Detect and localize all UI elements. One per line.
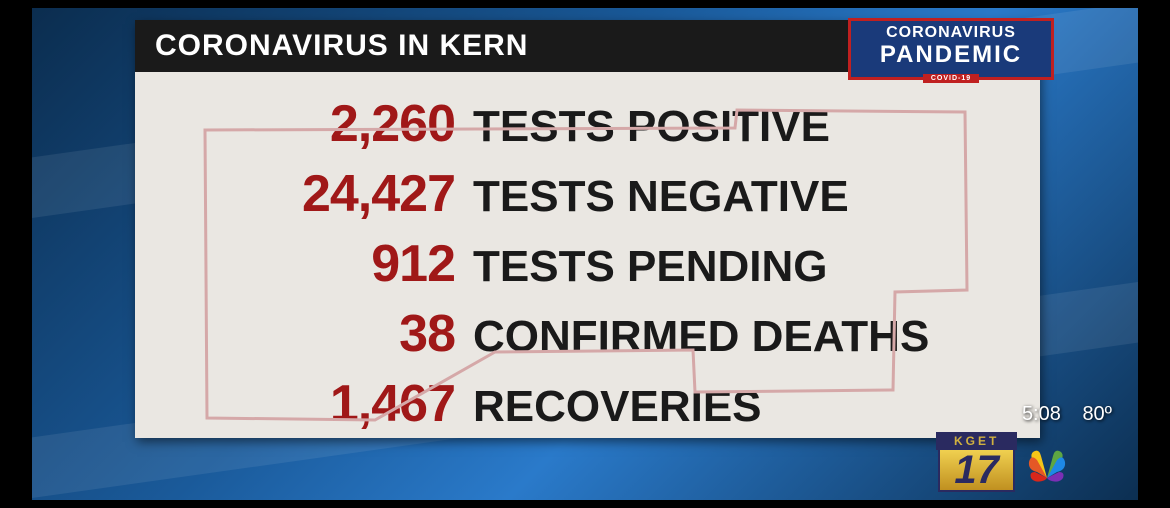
stat-label: TESTS NEGATIVE (473, 172, 849, 222)
broadcast-frame: CORONAVIRUS IN KERN CORONAVIRUS PANDEMIC… (0, 0, 1170, 508)
clock-temp: 80º (1082, 403, 1112, 425)
pillar-right (1138, 0, 1170, 508)
stat-label: TESTS PENDING (473, 242, 828, 292)
stat-label: RECOVERIES (473, 382, 762, 432)
stat-label: CONFIRMED DEATHS (473, 312, 929, 362)
station-bug: KGET 17 (936, 428, 1126, 496)
stat-label: TESTS POSITIVE (473, 102, 830, 152)
badge-line2: PANDEMIC (859, 43, 1043, 67)
letterbox-top (0, 0, 1170, 8)
stat-row-recoveries: 1,467 RECOVERIES (175, 374, 1000, 434)
stat-row-positive: 2,260 TESTS POSITIVE (175, 94, 1000, 154)
stat-value: 24,427 (175, 164, 455, 224)
stat-value: 38 (175, 304, 455, 364)
station-callsign-block: KGET 17 (936, 432, 1017, 492)
stat-row-deaths: 38 CONFIRMED DEATHS (175, 304, 1000, 364)
pandemic-badge: CORONAVIRUS PANDEMIC COVID-19 (848, 18, 1054, 80)
panel-body: 2,260 TESTS POSITIVE 24,427 TESTS NEGATI… (135, 72, 1040, 434)
station-channel: 17 (938, 450, 1015, 492)
nbc-peacock-icon (1023, 438, 1071, 486)
panel-header: CORONAVIRUS IN KERN CORONAVIRUS PANDEMIC… (135, 20, 1040, 72)
clock-time: 5:08 (1022, 403, 1061, 425)
stat-value: 912 (175, 234, 455, 294)
panel-title: CORONAVIRUS IN KERN (155, 29, 528, 63)
letterbox-bottom (0, 500, 1170, 508)
stat-row-negative: 24,427 TESTS NEGATIVE (175, 164, 1000, 224)
stat-row-pending: 912 TESTS PENDING (175, 234, 1000, 294)
stat-value: 2,260 (175, 94, 455, 154)
time-temp-display: 5:08 80º (1006, 403, 1112, 426)
coronavirus-stats-panel: CORONAVIRUS IN KERN CORONAVIRUS PANDEMIC… (135, 20, 1040, 438)
stat-value: 1,467 (175, 374, 455, 434)
badge-line1: CORONAVIRUS (859, 25, 1043, 41)
pillar-left (0, 0, 32, 508)
